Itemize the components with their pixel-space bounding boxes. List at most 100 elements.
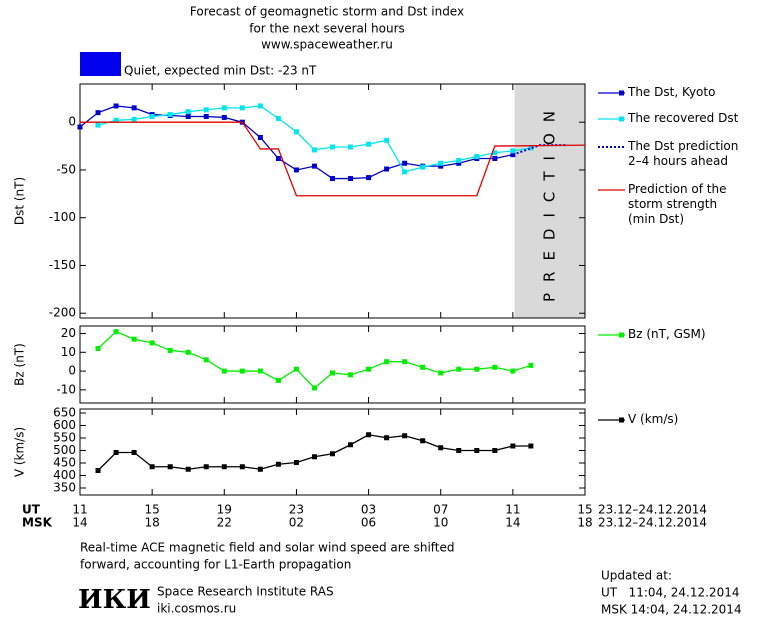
data-point — [203, 107, 209, 113]
data-point — [474, 154, 480, 160]
data-point — [185, 113, 191, 119]
x-tick-label: 07 — [433, 503, 448, 517]
legend-marker — [619, 116, 624, 122]
y-tick-label: 400 — [53, 468, 76, 482]
status-box — [80, 52, 121, 76]
legend-label: The Dst, Kyoto — [628, 85, 716, 99]
data-point — [456, 448, 462, 453]
plot-frame — [79, 325, 586, 404]
data-point — [185, 349, 191, 355]
data-point — [366, 366, 372, 372]
x-tick-label: 18 — [577, 516, 592, 530]
note: Real-time ACE magnetic field and solar w… — [80, 541, 455, 555]
data-point — [185, 109, 191, 115]
y-axis-label: Bz (nT) — [13, 343, 27, 386]
data-point — [311, 147, 317, 153]
data-point — [384, 166, 390, 172]
data-point — [474, 366, 480, 372]
data-point — [492, 364, 498, 370]
x-tick-label: 03 — [361, 503, 376, 517]
data-point — [438, 163, 444, 169]
data-point — [167, 464, 173, 470]
data-point — [402, 433, 408, 439]
prediction-zone — [514, 84, 585, 318]
data-point — [77, 124, 83, 130]
series-line — [80, 121, 586, 197]
x-tick-label: 23 — [289, 503, 304, 517]
title: Forecast of geomagnetic storm and Dst in… — [190, 5, 464, 19]
data-point — [149, 464, 155, 470]
data-point — [456, 160, 462, 166]
data-point — [257, 368, 263, 374]
y-tick-label: 450 — [53, 456, 76, 470]
x-tick-label: 06 — [361, 516, 376, 530]
data-point — [402, 160, 408, 166]
data-point — [492, 448, 498, 453]
y-tick-label: 350 — [53, 481, 76, 495]
y-tick-label: 600 — [53, 418, 76, 432]
data-point — [311, 454, 317, 460]
status-text: Quiet, expected min Dst: -23 nT — [124, 64, 317, 78]
data-point — [510, 368, 516, 374]
x-tick-label: 11 — [72, 503, 87, 517]
data-point — [131, 450, 137, 455]
data-point — [474, 448, 480, 453]
y-tick-label: 0 — [68, 115, 76, 129]
data-point — [257, 103, 263, 109]
data-point — [420, 164, 426, 170]
data-point — [456, 366, 462, 372]
legend-label: The Dst prediction 2–4 hours ahead — [628, 139, 739, 168]
data-point — [293, 460, 299, 465]
x-tick-label: 22 — [217, 516, 232, 530]
data-point — [384, 435, 390, 441]
institute: Space Research Institute RAS — [157, 585, 334, 599]
legend-marker — [619, 417, 624, 423]
data-point — [185, 466, 191, 472]
data-point — [167, 347, 173, 353]
data-point — [528, 362, 534, 368]
data-point — [293, 167, 299, 173]
x-axis-label: MSK — [22, 516, 53, 530]
data-point — [221, 114, 227, 120]
data-point — [95, 122, 101, 128]
legend-label: Prediction of the storm strength (min Ds… — [628, 182, 727, 226]
plot-frame — [79, 83, 586, 319]
x-tick-label: 18 — [145, 516, 160, 530]
y-tick-label: -100 — [49, 210, 76, 224]
date-label: 23.12–24.12.2014 — [598, 516, 707, 530]
note: forward, accounting for L1-Earth propaga… — [80, 558, 351, 572]
updated: UT 11:04, 24.12.2014 — [601, 586, 739, 600]
data-point — [293, 129, 299, 135]
x-tick-label: 14 — [505, 516, 520, 530]
data-point — [275, 155, 281, 161]
data-point — [113, 117, 119, 123]
data-point — [402, 359, 408, 365]
data-point — [221, 105, 227, 111]
data-point — [528, 443, 534, 449]
data-point — [438, 370, 444, 376]
data-point — [113, 329, 119, 335]
y-tick-label: 650 — [53, 406, 76, 420]
data-point — [275, 115, 281, 121]
data-point — [167, 112, 173, 118]
updated: MSK 14:04, 24.12.2014 — [601, 603, 742, 617]
y-tick-label: 20 — [61, 326, 76, 340]
data-point — [366, 141, 372, 147]
y-tick-label: 500 — [53, 443, 76, 457]
data-point — [131, 116, 137, 122]
updated: Updated at: — [601, 569, 672, 583]
y-tick-label: 550 — [53, 431, 76, 445]
legend-label: V (km/s) — [628, 412, 679, 426]
data-point — [348, 442, 354, 448]
data-point — [492, 150, 498, 156]
x-tick-label: 14 — [72, 516, 87, 530]
data-point — [203, 357, 209, 363]
data-point — [510, 443, 516, 449]
data-point — [438, 160, 444, 166]
data-point — [221, 368, 227, 374]
legend-label: The recovered Dst — [628, 111, 739, 125]
data-point — [149, 113, 155, 119]
data-point — [293, 366, 299, 372]
